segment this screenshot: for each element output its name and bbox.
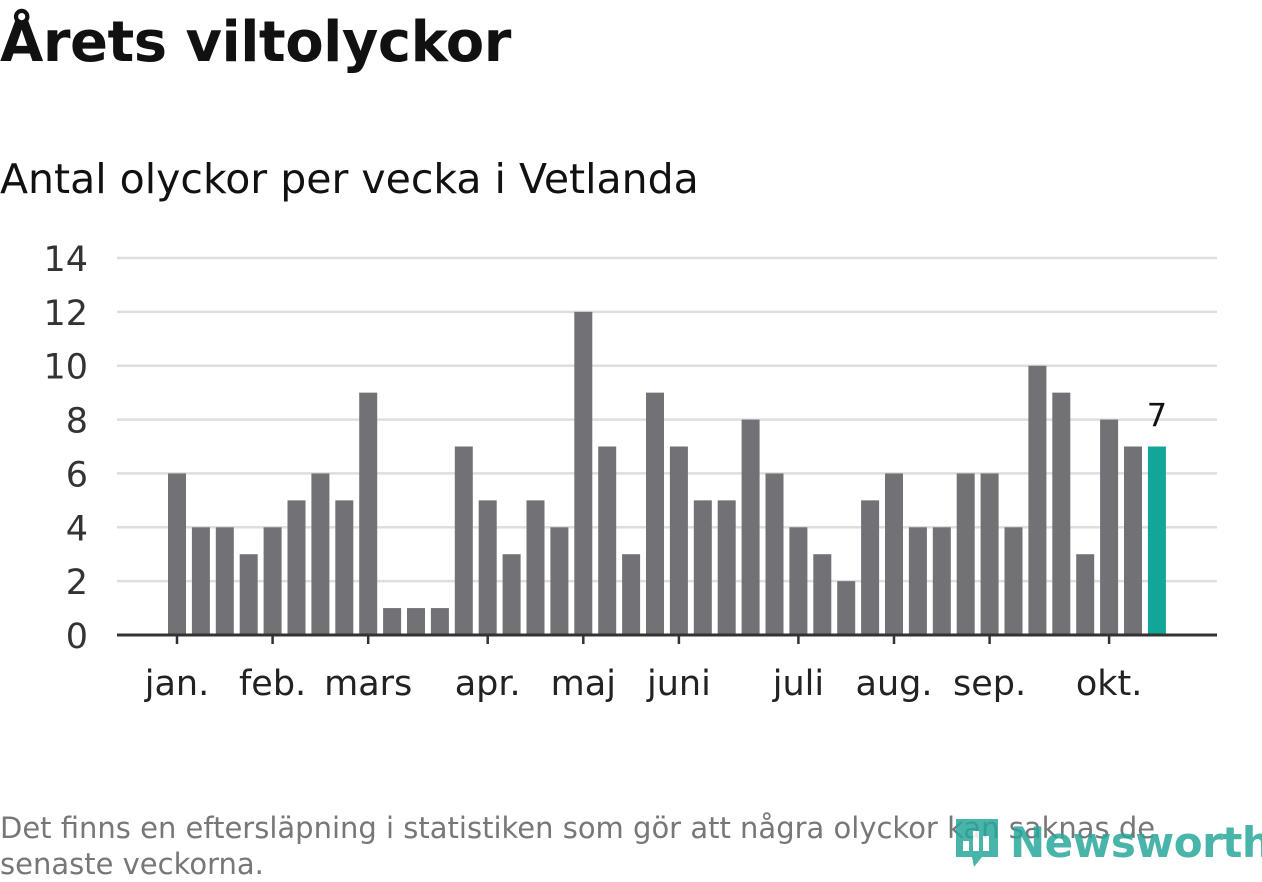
bar [574,311,593,635]
y-tick-label: 14 [43,240,88,280]
bar [215,527,234,635]
bar [693,500,712,635]
y-tick-label: 8 [66,402,88,442]
bar [287,500,306,635]
bar [454,446,473,635]
x-tick-label: aug. [856,664,933,704]
highlight-value-label: 7 [1147,397,1167,435]
logo-text: Newsworthy [1010,817,1262,867]
bar [502,554,521,635]
chart-subtitle: Antal olyckor per vecka i Vetlanda [0,155,699,203]
x-axis: jan. feb. mars apr. maj juni juli aug. sep. okt. [117,633,1217,704]
bar [598,446,617,635]
bar-highlight [1147,446,1166,635]
x-tick-label: juni [646,664,711,704]
bar [550,527,569,635]
chart-title: Årets viltolyckor [0,10,511,75]
bar [789,527,808,635]
bar [478,500,497,635]
logo-chart-icon [956,819,998,867]
bar [813,554,832,635]
newsworthy-logo: Newsworthy [952,815,1262,869]
bar [932,527,951,635]
gridlines [117,256,1217,583]
x-tick-label: sep. [953,664,1026,704]
x-tick-label: maj [551,664,616,704]
y-tick-label: 0 [66,617,88,657]
y-tick-label: 2 [66,563,88,603]
y-axis-ticks: 0 2 4 6 8 10 12 14 [43,240,88,657]
bar [837,581,856,635]
bar [717,500,736,635]
x-tick-label: mars [324,664,412,704]
y-tick-label: 4 [66,509,88,549]
y-tick-label: 6 [66,455,88,495]
bar [908,527,927,635]
bar [861,500,880,635]
x-tick-label: okt. [1076,664,1143,704]
data-labels: 7 [1147,397,1167,435]
x-tick-label: feb. [239,664,306,704]
bar [407,608,425,635]
y-tick-label: 10 [43,348,88,388]
bar [1028,365,1047,635]
bar [191,527,210,635]
bar [383,608,402,635]
bar [359,392,378,635]
x-tick-label: apr. [455,664,521,704]
y-tick-label: 12 [43,294,88,334]
bar [956,473,975,635]
bar [1076,554,1095,635]
bar [239,554,258,635]
x-tick-label: jan. [144,664,209,704]
bar [669,446,688,635]
bar [311,473,330,635]
bar [1124,446,1142,635]
bar [335,500,354,635]
bar [526,500,545,635]
bar [765,473,784,635]
bar [430,608,449,635]
x-tick-label: juli [772,664,824,704]
bars [168,311,1166,635]
bar [168,473,186,635]
bar [1004,527,1023,635]
bar [885,473,903,635]
bar [1100,419,1119,635]
bar [263,527,282,635]
bar [622,554,641,635]
bar [980,473,999,635]
bar [646,392,664,635]
bar [741,419,760,635]
bar [1052,392,1071,635]
